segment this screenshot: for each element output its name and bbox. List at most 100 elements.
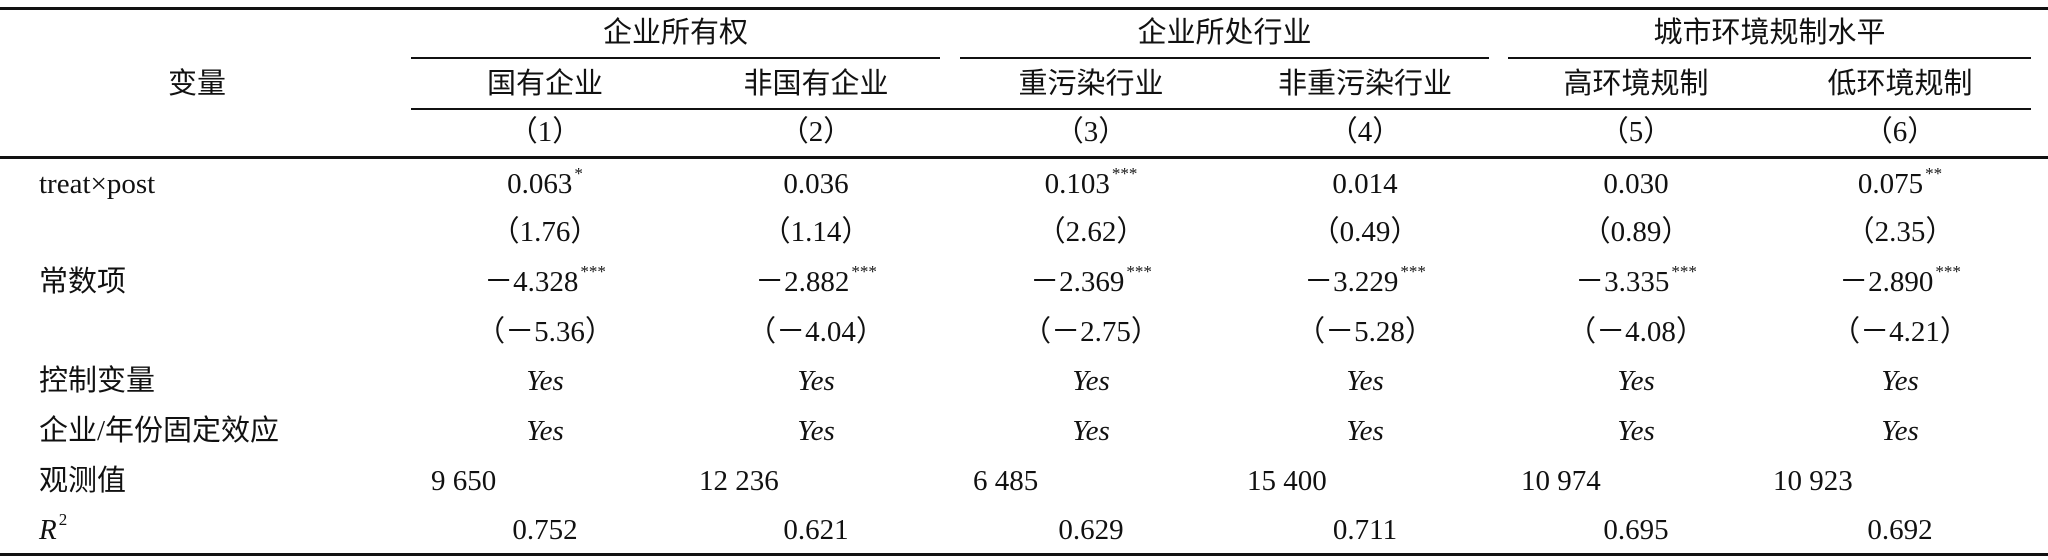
cell-text: Yes	[1346, 415, 1384, 447]
cell: 6 485	[973, 464, 1038, 498]
cell: 0.752	[512, 513, 577, 547]
cell-text: 12 236	[699, 465, 779, 497]
cell: Yes	[797, 414, 835, 448]
group-header-text: 企业所处行业	[1137, 17, 1312, 49]
cell-text: Yes	[526, 365, 564, 397]
column-number: （1）	[509, 115, 582, 149]
superscript: ***	[1671, 262, 1697, 281]
cell-text: －3.229	[1304, 266, 1399, 298]
cell: －3.229 ***	[1304, 263, 1426, 299]
cell-text: Yes	[1617, 415, 1655, 447]
column-header-text: 非国有企业	[743, 68, 889, 100]
cell: 15 400	[1247, 464, 1327, 498]
cell: （－5.36）	[476, 315, 614, 349]
cell-text: 9 650	[431, 465, 497, 497]
cell: （2.62）	[1037, 215, 1146, 249]
cell: （－4.08）	[1567, 315, 1705, 349]
cell-text: （－2.75）	[1022, 316, 1160, 348]
cell: （1.76）	[491, 215, 600, 249]
cell: Yes	[1881, 364, 1919, 398]
cell-text: Yes	[1346, 365, 1384, 397]
column-number-text: （5）	[1599, 116, 1673, 148]
cell-text: －2.890	[1839, 266, 1934, 298]
column-header-text: 高环境规制	[1563, 68, 1709, 100]
row-label-text: 观测值	[39, 465, 127, 497]
cell-text: 0.621	[783, 514, 849, 546]
cell-text: 0.695	[1603, 514, 1669, 546]
superscript: ***	[1935, 262, 1961, 281]
cell-text: 0.075	[1857, 168, 1924, 200]
superscript: ***	[1126, 262, 1152, 281]
superscript: ***	[580, 262, 606, 281]
column-header: 国有企业	[487, 67, 603, 101]
column-number: （2）	[780, 115, 853, 149]
cell-text: Yes	[1072, 365, 1110, 397]
cell: Yes	[1617, 414, 1655, 448]
cell: 0.075 **	[1857, 165, 1942, 201]
cell: （－4.04）	[747, 315, 885, 349]
row-label: 控制变量	[39, 364, 155, 398]
row-label-text: 企业/年份固定效应	[39, 415, 280, 447]
column-number-text: （3）	[1054, 116, 1128, 148]
rule	[411, 108, 2031, 110]
cell: （2.35）	[1846, 215, 1955, 249]
cell-text: 10 974	[1521, 465, 1601, 497]
cell: 0.036	[783, 167, 848, 201]
row-label-text: 常数项	[39, 266, 127, 298]
superscript: ***	[851, 262, 877, 281]
group-header: 城市环境规制水平	[1653, 16, 1885, 50]
variable-header: 变量	[168, 67, 226, 101]
column-number: （6）	[1864, 115, 1937, 149]
cell: 0.621	[783, 513, 848, 547]
cell: 10 923	[1773, 464, 1853, 498]
row-label: treat×post	[39, 167, 155, 201]
cell-text: －3.335	[1575, 266, 1670, 298]
superscript: *	[574, 164, 583, 183]
cell: Yes	[1072, 364, 1110, 398]
cell: －3.335 ***	[1575, 262, 1697, 299]
cell-text: （2.35）	[1845, 216, 1955, 248]
column-header: 重污染行业	[1018, 67, 1163, 101]
cell: 0.103 ***	[1044, 165, 1138, 201]
cell-text: （－4.08）	[1567, 316, 1705, 348]
cell: （0.49）	[1311, 215, 1420, 249]
cell-text: 0.629	[1058, 514, 1124, 546]
cell-text: －2.882	[755, 266, 850, 298]
row-label-text: R	[39, 514, 57, 546]
cell-text: Yes	[797, 365, 835, 397]
cell: Yes	[1617, 364, 1655, 398]
column-header: 低环境规制	[1827, 67, 1972, 101]
cell-text: 0.063	[507, 168, 573, 200]
cell: （1.14）	[762, 215, 871, 249]
cell: Yes	[1072, 414, 1110, 448]
cell: －4.328 ***	[484, 262, 606, 299]
cell-text: （1.76）	[490, 216, 600, 248]
cell-text: （－5.28）	[1296, 316, 1434, 348]
column-header-text: 非重污染行业	[1277, 68, 1453, 100]
column-header-text: 重污染行业	[1018, 68, 1164, 100]
cell-text: （0.89）	[1581, 216, 1691, 248]
cell: 0.711	[1333, 513, 1397, 547]
cell: Yes	[1346, 414, 1384, 448]
row-label: 观测值	[39, 464, 126, 498]
cell-text: Yes	[1072, 415, 1110, 447]
column-header-text: 低环境规制	[1827, 68, 1973, 100]
cell-text: Yes	[526, 415, 564, 447]
cell: 0.063 *	[507, 164, 583, 201]
cell: Yes	[797, 364, 835, 398]
cell: （－4.21）	[1831, 315, 1969, 349]
column-header-text: 国有企业	[486, 68, 604, 100]
rule	[960, 57, 1489, 59]
cell-text: －2.369	[1030, 266, 1125, 298]
column-number-text: （6）	[1863, 116, 1937, 148]
rule	[0, 553, 2048, 556]
cell: 9 650	[431, 464, 496, 498]
cell-text: 0.103	[1044, 168, 1110, 200]
cell-text: 15 400	[1247, 465, 1327, 497]
cell-text: 0.036	[783, 168, 849, 200]
column-number: （3）	[1055, 115, 1128, 149]
cell-text: 10 923	[1773, 465, 1853, 497]
cell-text: （－5.36）	[476, 316, 614, 348]
cell: －2.890 ***	[1839, 262, 1961, 299]
cell: Yes	[526, 414, 564, 448]
